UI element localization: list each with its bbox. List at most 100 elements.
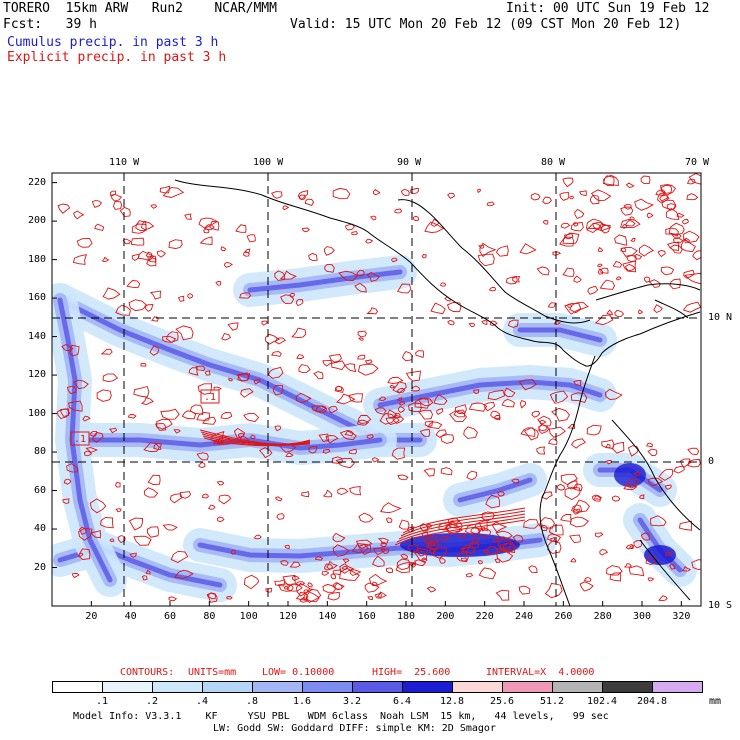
explicit-precip-contour — [573, 275, 582, 283]
explicit-precip-contour — [304, 198, 315, 206]
explicit-precip-contour — [410, 385, 421, 392]
explicit-precip-contour — [78, 528, 93, 541]
explicit-precip-contour — [620, 206, 634, 216]
explicit-precip-contour — [150, 204, 157, 209]
longitude-label: 80 W — [541, 157, 566, 168]
explicit-precip-contour — [624, 219, 636, 227]
explicit-precip-contour — [115, 304, 131, 316]
explicit-precip-contour — [140, 220, 155, 230]
explicit-precip-contour — [153, 442, 162, 450]
explicit-precip-contour — [606, 565, 623, 576]
y-tick-label: 140 — [28, 330, 47, 342]
explicit-precip-contour — [477, 253, 495, 267]
explicit-precip-contour — [335, 457, 355, 469]
explicit-precip-contour — [357, 354, 366, 360]
explicit-precip-contour — [200, 431, 311, 445]
explicit-precip-contour — [686, 193, 699, 201]
colorbar-level: .8 — [245, 696, 259, 707]
explicit-precip-contour — [203, 228, 210, 234]
explicit-precip-contour — [597, 268, 604, 275]
explicit-precip-contour — [564, 303, 582, 315]
explicit-precip-contour — [659, 194, 669, 202]
explicit-precip-contour — [676, 212, 685, 218]
explicit-precip-contour — [638, 244, 655, 257]
explicit-precip-contour — [454, 404, 467, 414]
explicit-precip-contour — [149, 290, 162, 300]
explicit-precip-contour — [128, 517, 144, 531]
physics-info: LW: Godd SW: Goddard DIFF: simple KM: 2D… — [213, 723, 496, 734]
explicit-precip-contour — [570, 221, 584, 232]
x-tick-label: 160 — [357, 611, 376, 622]
coastline-central-america — [174, 179, 701, 367]
explicit-precip-contour — [570, 438, 586, 449]
explicit-precip-contour — [620, 219, 641, 229]
explicit-precip-contour — [143, 442, 161, 453]
explicit-precip-contour — [560, 513, 572, 522]
explicit-precip-contour — [377, 537, 389, 545]
init-time: Init: 00 UTC Sun 19 Feb 12 — [506, 1, 710, 16]
explicit-precip-contour — [414, 559, 427, 567]
explicit-precip-contour — [188, 367, 199, 376]
explicit-precip-contour — [332, 544, 350, 557]
latitude-label: 0 — [708, 456, 715, 467]
colorbar-swatch — [502, 681, 553, 693]
explicit-precip-contour — [595, 532, 604, 538]
explicit-precip-contour — [560, 222, 571, 229]
cumulus-peak — [614, 463, 646, 487]
explicit-precip-contour — [686, 178, 696, 185]
explicit-precip-contour — [202, 435, 311, 446]
colorbar-level: 12.8 — [439, 696, 465, 707]
explicit-precip-contour — [274, 425, 282, 432]
explicit-precip-contour — [400, 188, 410, 196]
x-tick-label: 40 — [124, 611, 137, 622]
explicit-precip-contour — [82, 415, 91, 422]
explicit-precip-contour — [102, 373, 119, 383]
explicit-precip-contour — [523, 427, 539, 441]
explicit-precip-contour — [235, 224, 247, 233]
explicit-precip-contour — [614, 309, 625, 317]
x-tick-label: 260 — [554, 611, 573, 622]
explicit-precip-contour — [468, 402, 488, 412]
explicit-precip-contour — [283, 586, 289, 590]
explicit-precip-contour — [279, 560, 289, 566]
explicit-precip-contour — [609, 572, 622, 582]
explicit-precip-contour — [657, 249, 666, 258]
explicit-precip-contour — [322, 359, 333, 367]
explicit-precip-contour — [683, 269, 695, 279]
explicit-precip-contour — [518, 585, 531, 595]
explicit-precip-contour — [407, 561, 417, 566]
explicit-precip-contour — [328, 406, 338, 414]
explicit-precip-contour — [218, 494, 232, 505]
explicit-precip-contour — [133, 535, 152, 546]
explicit-precip-contour — [666, 241, 680, 252]
y-tick-label: 160 — [28, 292, 47, 304]
explicit-precip-contour — [369, 573, 388, 587]
explicit-precip-contour — [544, 582, 563, 599]
colorbar-level: 3.2 — [342, 696, 362, 707]
explicit-precip-contour — [542, 219, 549, 225]
explicit-precip-contour — [528, 565, 538, 573]
explicit-precip-contour — [512, 534, 524, 543]
explicit-precip-contour — [531, 410, 541, 418]
explicit-precip-contour — [590, 189, 612, 202]
explicit-precip-contour — [665, 208, 680, 220]
colorbar-level: .2 — [145, 696, 159, 707]
explicit-precip-contour — [410, 187, 419, 195]
explicit-precip-contour — [385, 517, 393, 523]
explicit-precip-contour — [594, 494, 602, 500]
explicit-precip-contour — [135, 220, 147, 231]
explicit-precip-contour — [243, 574, 260, 590]
explicit-precip-contour — [267, 366, 284, 379]
contour-box-label-frame — [70, 431, 90, 446]
explicit-precip-contour — [596, 263, 603, 268]
explicit-precip-contour — [670, 233, 682, 240]
explicit-precip-contour — [187, 293, 194, 299]
explicit-precip-contour — [233, 427, 246, 439]
explicit-precip-contour — [129, 552, 137, 558]
explicit-precip-contour — [296, 354, 305, 359]
explicit-precip-contour — [365, 238, 374, 244]
explicit-precip-contour — [380, 502, 402, 514]
explicit-precip-contour — [424, 221, 445, 233]
explicit-precip-contour — [63, 478, 72, 485]
explicit-precip-contour — [457, 532, 466, 539]
